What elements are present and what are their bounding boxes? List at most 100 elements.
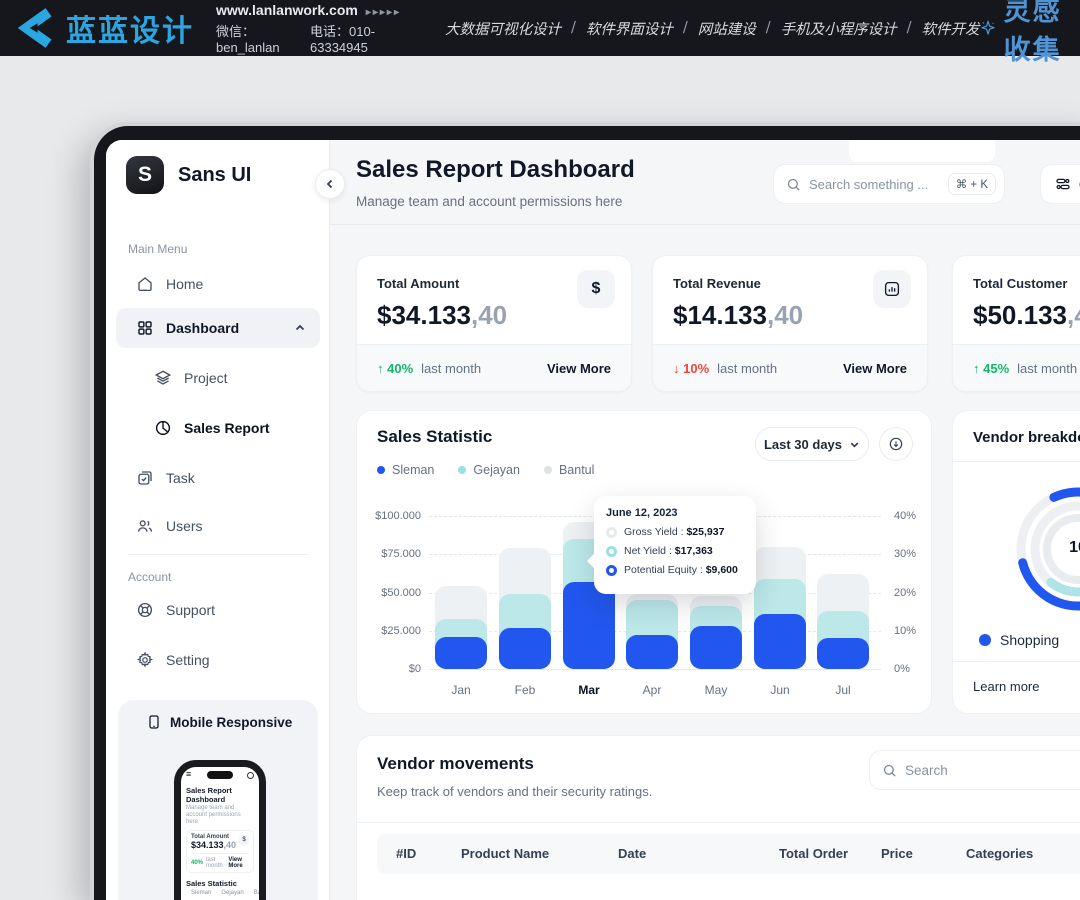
promo-banner: 蓝蓝设计 www.lanlanwork.com ▸▸▸▸▸ 微信：ben_lanl… bbox=[0, 0, 1080, 66]
sidebar-item-support[interactable]: Support bbox=[116, 592, 320, 628]
date-range-button[interactable]: Last 30 days bbox=[755, 427, 869, 461]
table-header-row: #ID Product Name Date Total Order Price … bbox=[377, 834, 1080, 874]
trend-note: last month bbox=[717, 360, 778, 376]
sidebar-item-task[interactable]: Task bbox=[116, 460, 320, 496]
banner-website[interactable]: www.lanlanwork.com bbox=[216, 1, 358, 18]
y-tick: $100.000 bbox=[375, 510, 421, 522]
view-more-link[interactable]: View More bbox=[842, 360, 907, 376]
sales-statistic-card: Sales Statistic Sleman Gejayan Bantul La… bbox=[356, 410, 932, 714]
sidebar-item-project[interactable]: Project bbox=[116, 360, 320, 396]
customize-button[interactable]: Cu bbox=[1040, 164, 1080, 204]
mobile-card-title: Mobile Responsive bbox=[170, 714, 293, 730]
page-title: Sales Report Dashboard bbox=[356, 156, 635, 183]
global-search[interactable]: ⌘ + K bbox=[773, 164, 1005, 204]
sidebar: S Sans UI Main Menu Home Dashboard bbox=[106, 140, 330, 900]
tooltip-ring bbox=[606, 526, 617, 538]
column-header-product[interactable]: Product Name bbox=[461, 846, 550, 861]
service-item[interactable]: 大数据可视化设计 bbox=[444, 21, 561, 38]
chart-title: Sales Statistic bbox=[377, 427, 493, 446]
column-header-categories[interactable]: Categories bbox=[966, 846, 1034, 861]
tooltip-ring bbox=[606, 564, 617, 576]
bar-segment-sleman[interactable] bbox=[499, 628, 551, 669]
app-screen: S Sans UI Main Menu Home Dashboard bbox=[106, 140, 1080, 900]
table-search[interactable] bbox=[869, 750, 1080, 790]
task-check-icon bbox=[138, 471, 152, 485]
column-header-total-order[interactable]: Total Order bbox=[779, 846, 849, 861]
sidebar-section-account: Account bbox=[128, 570, 172, 584]
sidebar-item-label: Project bbox=[184, 370, 228, 386]
tooltip-ring bbox=[606, 545, 617, 557]
stat-card-total-amount: Total Amount $ $34.133,40 ↑ 40% last mon… bbox=[356, 255, 632, 392]
download-icon bbox=[889, 437, 903, 451]
bar-segment-sleman[interactable] bbox=[817, 638, 869, 669]
y-tick: $0 bbox=[408, 663, 421, 675]
tab-highlight bbox=[849, 140, 995, 162]
stat-decimal: ,40 bbox=[470, 300, 508, 330]
trend-up-icon: ↑ bbox=[377, 360, 384, 376]
x-tick: Mar bbox=[578, 683, 600, 697]
table-search-input[interactable] bbox=[905, 762, 1080, 778]
vendor-movements-subtitle: Keep track of vendors and their security… bbox=[377, 784, 653, 799]
mini-page-title: Sales Report Dashboard bbox=[186, 786, 232, 804]
stat-decimal: ,40 bbox=[1066, 300, 1080, 330]
x-tick: Jul bbox=[835, 683, 851, 697]
search-icon bbox=[883, 764, 896, 777]
sparkle-icon bbox=[980, 20, 995, 35]
stat-label: Total Customer bbox=[973, 276, 1068, 291]
column-header-id[interactable]: #ID bbox=[396, 846, 417, 861]
sidebar-section-main: Main Menu bbox=[128, 242, 188, 256]
sidebar-item-label: Users bbox=[166, 518, 203, 534]
banner-contact: www.lanlanwork.com ▸▸▸▸▸ 微信：ben_lanlan 电话… bbox=[216, 2, 401, 55]
hamburger-icon: ≡ bbox=[186, 769, 192, 779]
stat-label: Total Revenue bbox=[673, 276, 761, 291]
column-header-date[interactable]: Date bbox=[618, 846, 647, 861]
collect-brand-name: 灵感收集 bbox=[1003, 0, 1062, 66]
mini-stat-decimal: ,40 bbox=[223, 840, 237, 850]
mini-page-subtitle: Manage team and account permissions here bbox=[186, 805, 241, 825]
sidebar-item-dashboard[interactable]: Dashboard bbox=[116, 308, 320, 348]
service-item[interactable]: 软件开发 bbox=[921, 21, 980, 38]
trend-up-icon: ↑ bbox=[973, 360, 980, 376]
vendor-breakdown-title: Vendor breakdown bbox=[973, 429, 1080, 446]
sidebar-item-setting[interactable]: Setting bbox=[116, 642, 320, 678]
service-item[interactable]: 手机及小程序设计 bbox=[780, 21, 897, 38]
trend-value: 45% bbox=[983, 360, 1010, 376]
search-input[interactable] bbox=[809, 176, 940, 192]
bar-segment-sleman[interactable] bbox=[690, 626, 742, 669]
download-button[interactable] bbox=[879, 427, 913, 461]
laptop-frame: S Sans UI Main Menu Home Dashboard bbox=[90, 122, 1080, 900]
learn-more-link[interactable]: Learn more bbox=[973, 679, 1040, 694]
bar-segment-sleman[interactable] bbox=[435, 637, 487, 669]
column-header-price[interactable]: Price bbox=[881, 846, 913, 861]
mini-search-icon bbox=[247, 772, 254, 779]
sidebar-item-users[interactable]: Users bbox=[116, 508, 320, 544]
x-tick: Feb bbox=[514, 683, 536, 697]
search-icon bbox=[787, 178, 800, 191]
banner-wechat: 微信：ben_lanlan bbox=[216, 23, 280, 55]
bar-segment-sleman[interactable] bbox=[563, 582, 615, 669]
sidebar-collapse-button[interactable] bbox=[315, 169, 345, 199]
phone-notch bbox=[207, 771, 233, 779]
life-buoy-icon bbox=[137, 602, 153, 618]
sidebar-item-home[interactable]: Home bbox=[116, 266, 320, 302]
main-area: Sales Report Dashboard Manage team and a… bbox=[315, 140, 1080, 900]
bar-segment-sleman[interactable] bbox=[626, 635, 678, 669]
sidebar-item-sales-report[interactable]: Sales Report bbox=[116, 410, 320, 446]
bar-segment-sleman[interactable] bbox=[754, 614, 806, 669]
mini-trend-note: last month bbox=[206, 857, 223, 869]
view-more-link[interactable]: View More bbox=[546, 360, 611, 376]
header-divider bbox=[330, 224, 1080, 225]
app-logo-icon: S bbox=[126, 156, 164, 194]
y-tick-right: 10% bbox=[894, 625, 917, 637]
chevron-up-icon bbox=[294, 322, 306, 334]
legend-dot bbox=[377, 466, 385, 474]
app-logo: S Sans UI bbox=[126, 156, 251, 194]
service-item[interactable]: 网站建设 bbox=[697, 21, 756, 38]
home-icon bbox=[138, 277, 152, 292]
banner-brand: 蓝蓝设计 bbox=[14, 6, 194, 50]
y-tick: $50.000 bbox=[381, 587, 421, 599]
separator: / bbox=[765, 20, 771, 36]
service-item[interactable]: 软件界面设计 bbox=[585, 21, 673, 38]
divider bbox=[357, 822, 1080, 823]
donut-center-value: 10 bbox=[1069, 539, 1080, 556]
